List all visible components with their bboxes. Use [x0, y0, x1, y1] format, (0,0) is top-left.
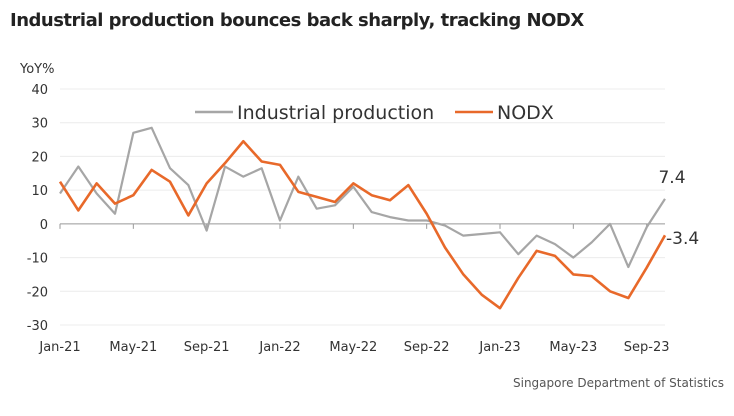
y-tick-label: 30: [31, 117, 48, 132]
x-tick-label: Jan-23: [478, 340, 520, 355]
y-tick-label: 20: [31, 150, 48, 165]
x-tick-label: Jan-22: [258, 340, 300, 355]
series-line-nodx: [58, 139, 667, 310]
x-tick-label: Sep-22: [404, 340, 450, 355]
y-tick-label: -10: [27, 252, 48, 267]
chart-title: Industrial production bounces back sharp…: [10, 10, 584, 31]
x-tick-label: Sep-23: [624, 340, 670, 355]
legend-label: NODX: [497, 102, 554, 124]
x-tick-label: May-21: [109, 340, 157, 355]
x-tick-label: Sep-21: [184, 340, 230, 355]
y-axis-label: YoY%: [19, 62, 54, 77]
y-tick-label: -30: [27, 319, 48, 334]
series-line-industrial-production: [59, 126, 666, 269]
x-tick-label: Jan-21: [38, 340, 80, 355]
value-label-nodx: -3.4: [666, 229, 699, 249]
y-tick-label: 40: [31, 83, 48, 98]
y-tick-label: 0: [40, 218, 48, 233]
source-note: Singapore Department of Statistics: [513, 376, 725, 390]
y-tick-label: -20: [27, 285, 48, 300]
x-tick-label: May-23: [549, 340, 597, 355]
value-label-industrial-production: 7.4: [658, 168, 685, 188]
legend-label: Industrial production: [237, 102, 434, 124]
y-tick-label: 10: [31, 184, 48, 199]
x-tick-label: May-22: [329, 340, 377, 355]
